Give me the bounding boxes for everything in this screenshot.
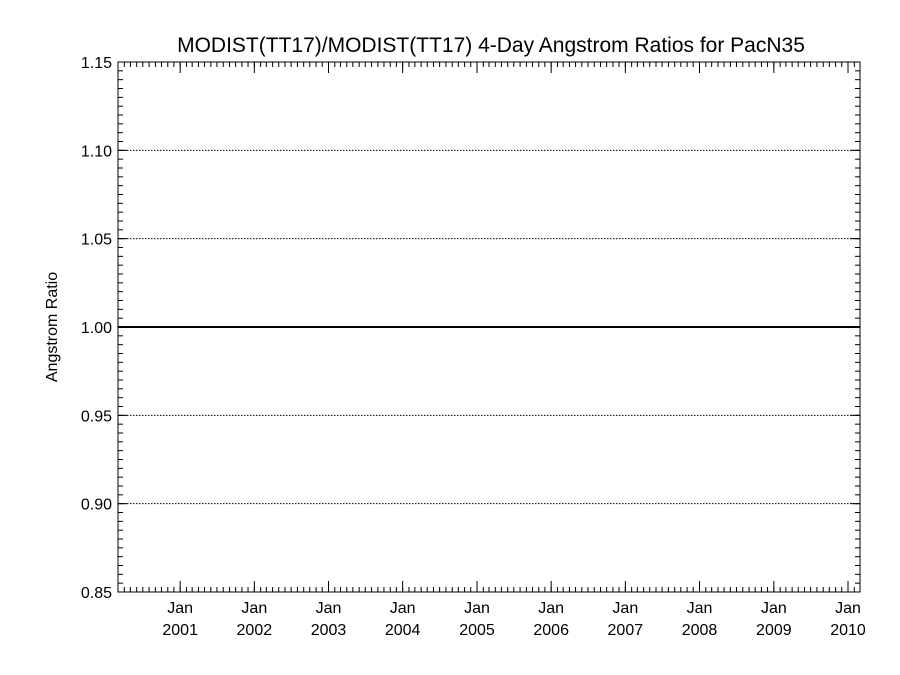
x-tick-label-year: 2005 xyxy=(459,622,495,639)
tick-layer xyxy=(117,61,861,593)
y-tick-label: 1.10 xyxy=(81,143,112,160)
x-tick-label-month: Jan xyxy=(241,600,267,617)
y-axis-label: Angstrom Ratio xyxy=(44,272,61,382)
y-tick-label: 0.95 xyxy=(81,408,112,425)
x-tick-labels: Jan 2001 Jan 2002 Jan 2003 Jan 2004 Jan 2005 Jan 20… xyxy=(162,600,866,639)
x-tick-label-year: 2002 xyxy=(237,622,273,639)
chart-title: MODIST(TT17)/MODIST(TT17) 4-Day Angstrom… xyxy=(177,34,805,57)
y-tick-label: 1.05 xyxy=(81,232,112,249)
y-tick-labels: 0.85 0.90 0.95 1.00 1.05 1.10 1.15 xyxy=(81,55,112,602)
x-tick-label-month: Jan xyxy=(316,600,342,617)
x-tick-label-month: Jan xyxy=(687,600,713,617)
x-tick-label-year: 2007 xyxy=(608,622,644,639)
x-tick-label-year: 2006 xyxy=(533,622,569,639)
x-tick-label-year: 2004 xyxy=(385,622,421,639)
plot-area: 0.85 0.90 0.95 1.00 1.05 1.10 1.15 Jan 2001 Jan 2… xyxy=(81,55,866,639)
y-tick-label: 1.00 xyxy=(81,320,112,337)
x-tick-label-month: Jan xyxy=(464,600,490,617)
y-tick-label: 1.15 xyxy=(81,55,112,72)
x-tick-label-month: Jan xyxy=(538,600,564,617)
x-tick-label-month: Jan xyxy=(167,600,193,617)
y-tick-label: 0.85 xyxy=(81,585,112,602)
x-tick-label-month: Jan xyxy=(835,600,861,617)
x-tick-label-month: Jan xyxy=(390,600,416,617)
x-tick-label-year: 2010 xyxy=(830,622,866,639)
x-tick-label-year: 2009 xyxy=(756,622,792,639)
x-tick-label-month: Jan xyxy=(612,600,638,617)
y-tick-label: 0.90 xyxy=(81,497,112,514)
x-tick-label-month: Jan xyxy=(761,600,787,617)
grid-layer xyxy=(118,149,860,505)
x-tick-label-year: 2008 xyxy=(682,622,718,639)
x-tick-label-year: 2003 xyxy=(311,622,347,639)
x-tick-label-year: 2001 xyxy=(162,622,198,639)
